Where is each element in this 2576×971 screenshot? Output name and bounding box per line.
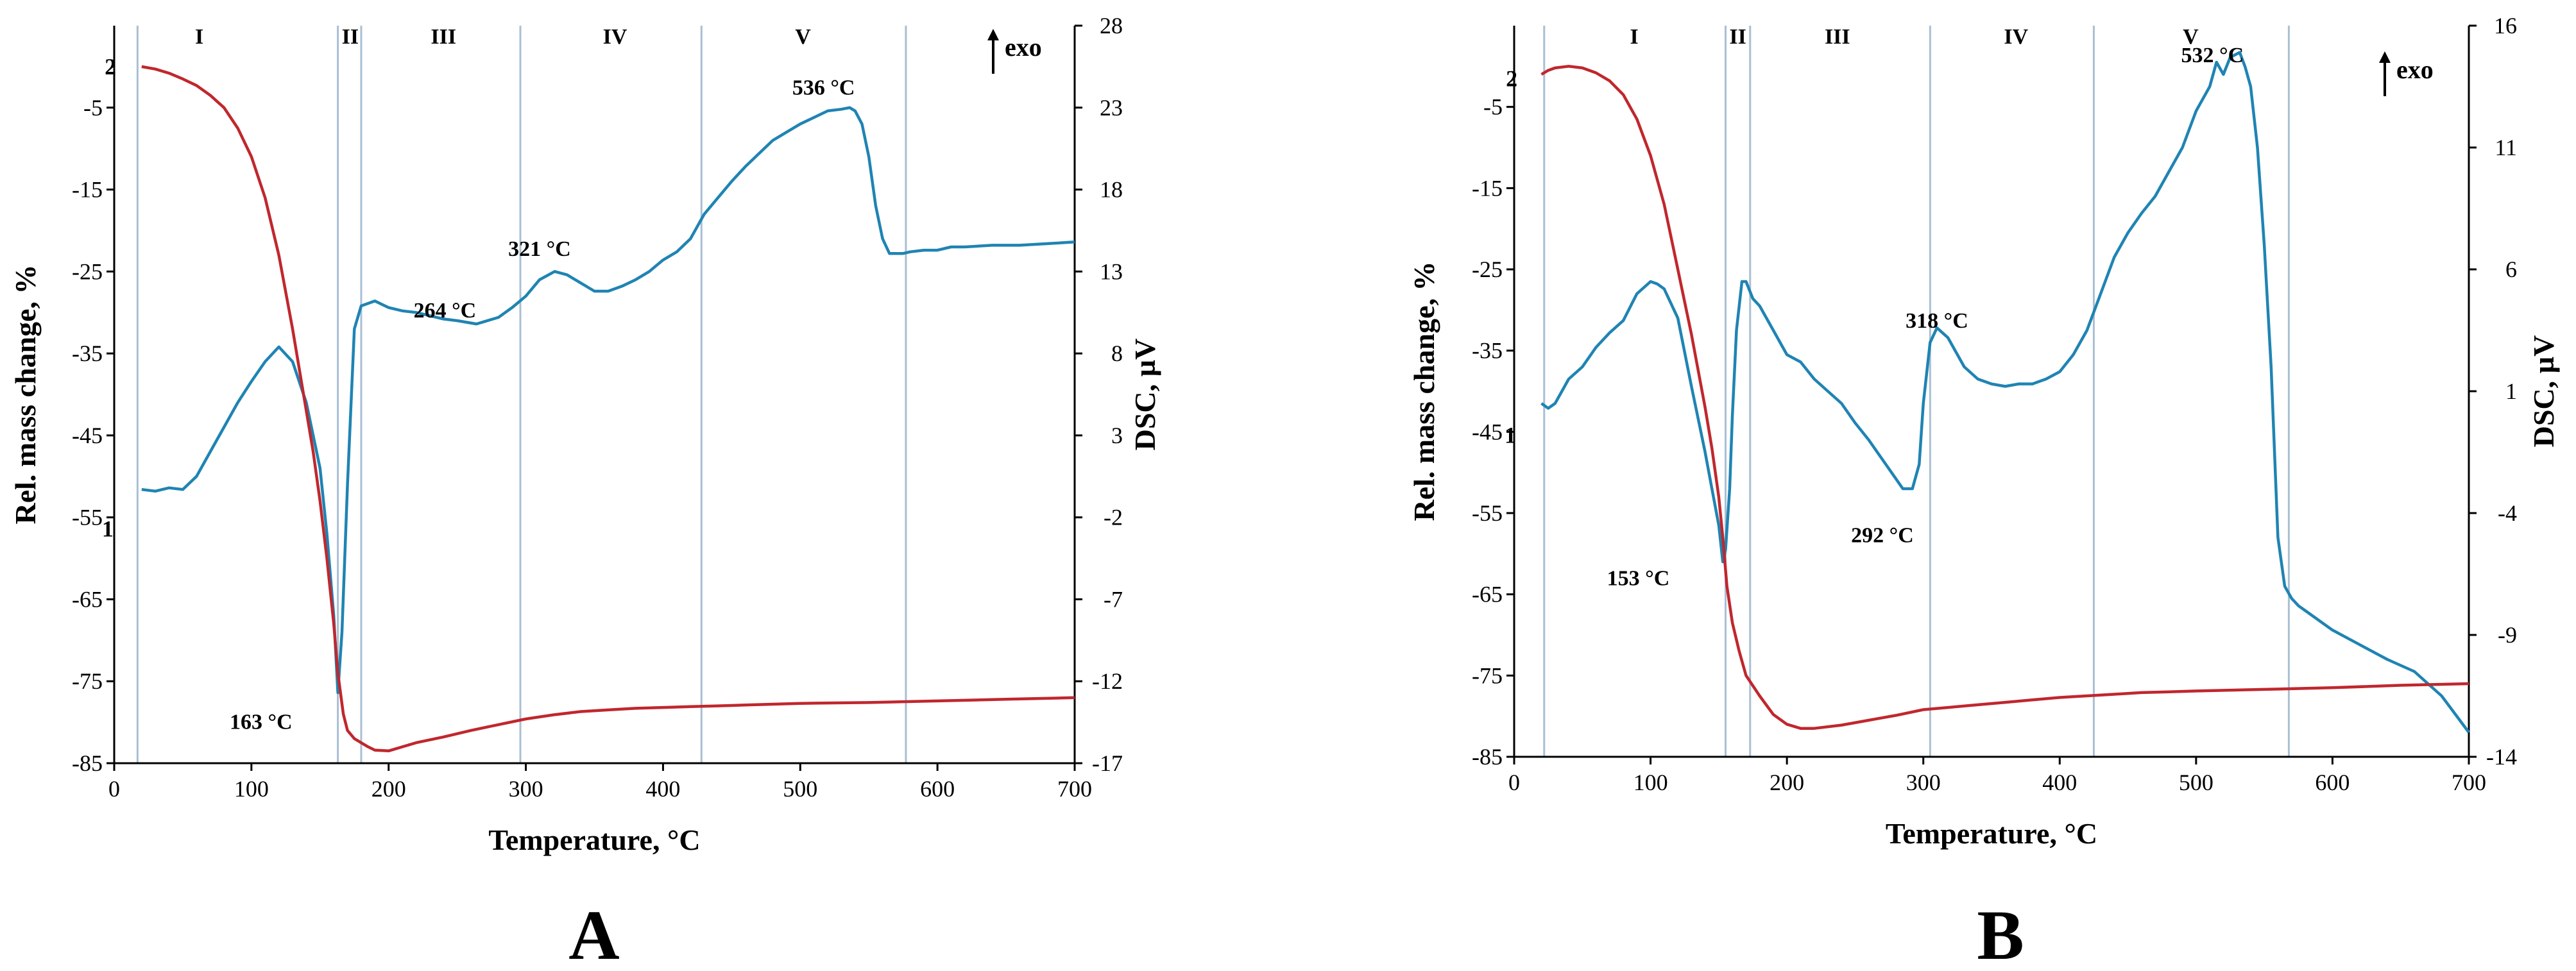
series-line-dsc [1540, 51, 2470, 734]
y2-tick-label: 11 [2495, 135, 2517, 160]
y2-tick-label: -14 [2486, 744, 2517, 770]
y-tick-label: -65 [1472, 582, 1503, 607]
y2-tick-label: -9 [2498, 622, 2517, 648]
x-tick-label: 500 [783, 776, 817, 802]
y-tick-label: -85 [72, 750, 103, 776]
x-tick-label: 100 [234, 776, 269, 802]
peak-annotation: 292 °C [1851, 524, 1914, 548]
y-tick-label: -45 [72, 423, 103, 448]
y-tick-label: -25 [1472, 257, 1503, 282]
y-tick-label: -35 [1472, 338, 1503, 364]
series-line-tg [1540, 65, 2469, 730]
exo-arrowhead-icon [2379, 51, 2391, 63]
peak-annotation: 536 °C [792, 76, 855, 99]
y2-tick-label: -12 [1092, 668, 1123, 694]
series-label-dsc: 1 [1505, 422, 1516, 448]
y-tick-label: -5 [1483, 94, 1503, 120]
region-label: V [2183, 25, 2199, 49]
peak-annotation: 321 °C [508, 237, 571, 261]
y2-tick-label: 6 [2505, 257, 2517, 282]
y2-tick-label: 3 [1111, 423, 1123, 448]
x-tick-label: 200 [1770, 770, 1804, 795]
region-label: II [1729, 25, 1746, 49]
series-line-tg [141, 65, 1075, 753]
x-tick-label: 700 [2452, 770, 2486, 795]
x-tick-label: 600 [2315, 770, 2350, 795]
x-tick-label: 0 [108, 776, 120, 802]
y2-tick-label: 18 [1100, 177, 1123, 203]
x-axis-title: Temperature, °C [488, 823, 700, 856]
region-label: II [342, 25, 359, 49]
y2-tick-label: 1 [2505, 378, 2517, 404]
region-label: I [195, 25, 203, 49]
region-label: I [1630, 25, 1638, 49]
peak-annotation: 318 °C [1906, 309, 1968, 333]
y-tick-label: -75 [72, 668, 103, 694]
y-tick-label: -15 [72, 177, 103, 203]
x-tick-label: 100 [1633, 770, 1668, 795]
x-tick-label: 200 [371, 776, 406, 802]
region-label: III [431, 25, 456, 49]
x-tick-label: 0 [1508, 770, 1520, 795]
y-tick-label: -55 [1472, 500, 1503, 526]
x-tick-label: 400 [645, 776, 680, 802]
y2-axis-title: DSC, µV [1129, 339, 1161, 451]
y-tick-label: -85 [1472, 744, 1503, 770]
y2-tick-label: 16 [2494, 13, 2517, 38]
y-tick-label: -65 [72, 586, 103, 612]
region-label: III [1825, 25, 1850, 49]
y2-tick-label: 23 [1100, 95, 1123, 121]
x-tick-label: 700 [1057, 776, 1092, 802]
region-label: IV [2004, 25, 2028, 49]
y-tick-label: -35 [72, 341, 103, 366]
y-axis-title: Rel. mass change, % [1408, 261, 1440, 521]
chart-panel-a: I II III IV V0 100 200 300 400 500 600 700-85-75-65… [9, 13, 1161, 971]
peak-annotation: 153 °C [1607, 567, 1670, 591]
series-label-dsc: 1 [102, 516, 114, 542]
series-label-tg: 2 [105, 54, 116, 80]
y-axis-title: Rel. mass change, % [9, 264, 42, 524]
exo-label: exo [2396, 55, 2434, 84]
panel-label: A [568, 896, 619, 971]
y2-tick-label: 28 [1100, 13, 1123, 38]
y2-tick-label: 13 [1100, 258, 1123, 284]
peak-annotation: 532 °C [2181, 44, 2244, 67]
y-tick-label: -25 [72, 258, 103, 284]
y2-tick-label: -4 [2498, 500, 2517, 526]
y-tick-label: -5 [83, 95, 103, 121]
x-axis-title: Temperature, °C [1886, 817, 2097, 850]
y-tick-label: -15 [1472, 175, 1503, 201]
y2-tick-label: -2 [1104, 505, 1123, 530]
y2-axis-title: DSC, µV [2527, 335, 2560, 448]
peak-annotation: 264 °C [414, 299, 477, 323]
y2-tick-label: 8 [1111, 341, 1123, 366]
y-tick-label: -55 [72, 505, 103, 530]
panel-label: B [1977, 896, 2024, 971]
x-tick-label: 400 [2042, 770, 2077, 795]
y-tick-label: -75 [1472, 663, 1503, 688]
region-label: V [795, 25, 811, 49]
y2-tick-label: -17 [1092, 750, 1123, 776]
chart-panel-b: I II III IV V0 100 200 300 400 500 600 700-85-75-65… [1408, 13, 2560, 971]
exo-arrowhead-icon [987, 29, 999, 40]
peak-annotation: 163 °C [230, 710, 293, 734]
series-label-tg: 2 [1506, 65, 1517, 91]
x-tick-label: 300 [509, 776, 543, 802]
exo-label: exo [1005, 33, 1042, 62]
x-tick-label: 300 [1906, 770, 1941, 795]
region-label: IV [603, 25, 627, 49]
y-tick-label: -45 [1472, 419, 1503, 444]
x-tick-label: 500 [2179, 770, 2213, 795]
series-line-dsc [141, 106, 1075, 695]
y2-tick-label: -7 [1104, 586, 1123, 612]
x-tick-label: 600 [920, 776, 955, 802]
